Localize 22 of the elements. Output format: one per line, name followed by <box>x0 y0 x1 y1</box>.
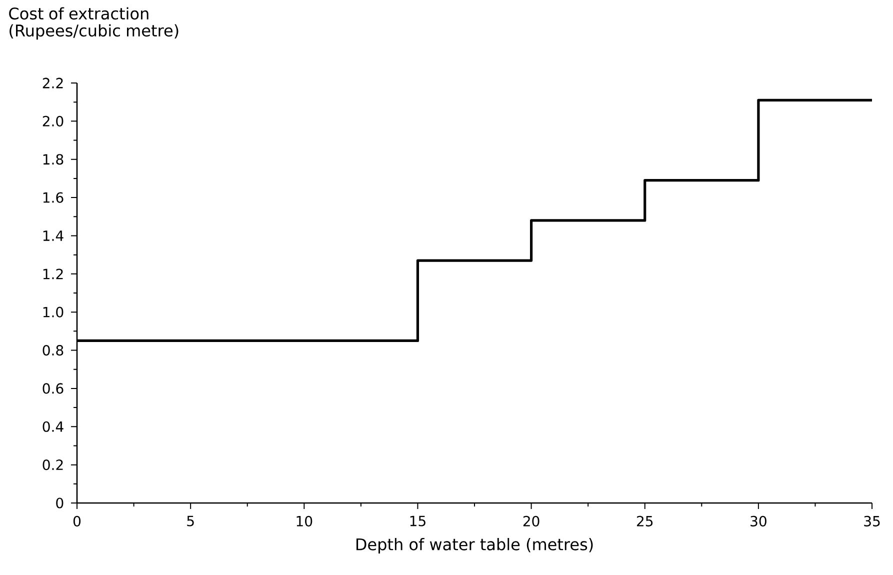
y-axis-title: Cost of extraction (Rupees/cubic metre) <box>9 7 178 40</box>
y-tick-label: 0.6 <box>42 383 64 394</box>
x-tick-label: 35 <box>864 516 880 526</box>
y-tick-label: 0.4 <box>42 421 64 432</box>
x-tick-label: 0 <box>73 516 81 526</box>
x-tick-label: 5 <box>187 516 194 526</box>
x-tick-label: 30 <box>750 516 766 526</box>
x-axis-title: Depth of water table (metres) <box>356 538 593 554</box>
x-tick-label: 25 <box>636 516 653 526</box>
y-tick-label: 1.8 <box>43 154 64 165</box>
y-tick-label: 1.0 <box>43 306 64 318</box>
y-tick-label: 2.0 <box>42 116 64 126</box>
x-tick-label: 15 <box>410 516 426 526</box>
x-tick-label: 10 <box>296 516 312 526</box>
x-tick-label: 20 <box>523 516 540 526</box>
y-tick-label: 1.2 <box>43 268 63 280</box>
y-tick-label: 0 <box>56 498 64 508</box>
y-tick-label: 1.6 <box>43 192 64 203</box>
y-tick-label: 2.2 <box>42 78 63 88</box>
y-tick-label: 1.4 <box>43 230 64 241</box>
y-tick-label: 0.2 <box>42 460 63 470</box>
y-tick-label: 0.8 <box>42 344 64 356</box>
